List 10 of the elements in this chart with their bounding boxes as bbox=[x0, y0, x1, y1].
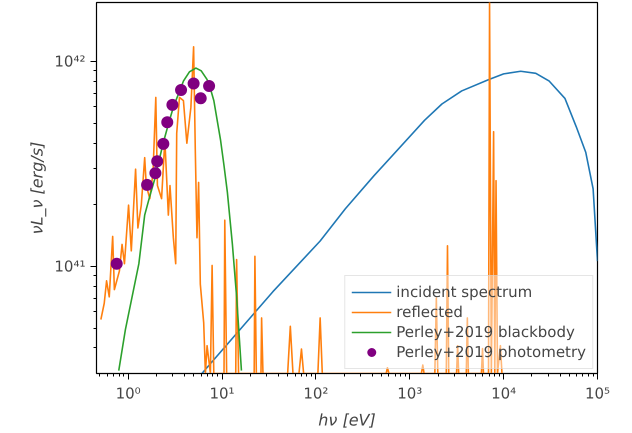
x-tick-label: 10² bbox=[303, 384, 328, 402]
x-tick-label: 10⁵ bbox=[584, 384, 610, 402]
y-tick-label: 10⁴² bbox=[54, 52, 86, 70]
x-axis-title: hν [eV] bbox=[318, 410, 376, 430]
y-axis-title: νL_ν [erg/s] bbox=[27, 142, 46, 234]
x-tick-label: 10⁴ bbox=[491, 384, 516, 402]
y-tick-label: 10⁴¹ bbox=[54, 257, 86, 276]
x-tick-label: 10³ bbox=[397, 384, 422, 402]
x-tick-label: 10⁰ bbox=[116, 384, 141, 402]
x-tick-label: 10¹ bbox=[209, 384, 235, 402]
